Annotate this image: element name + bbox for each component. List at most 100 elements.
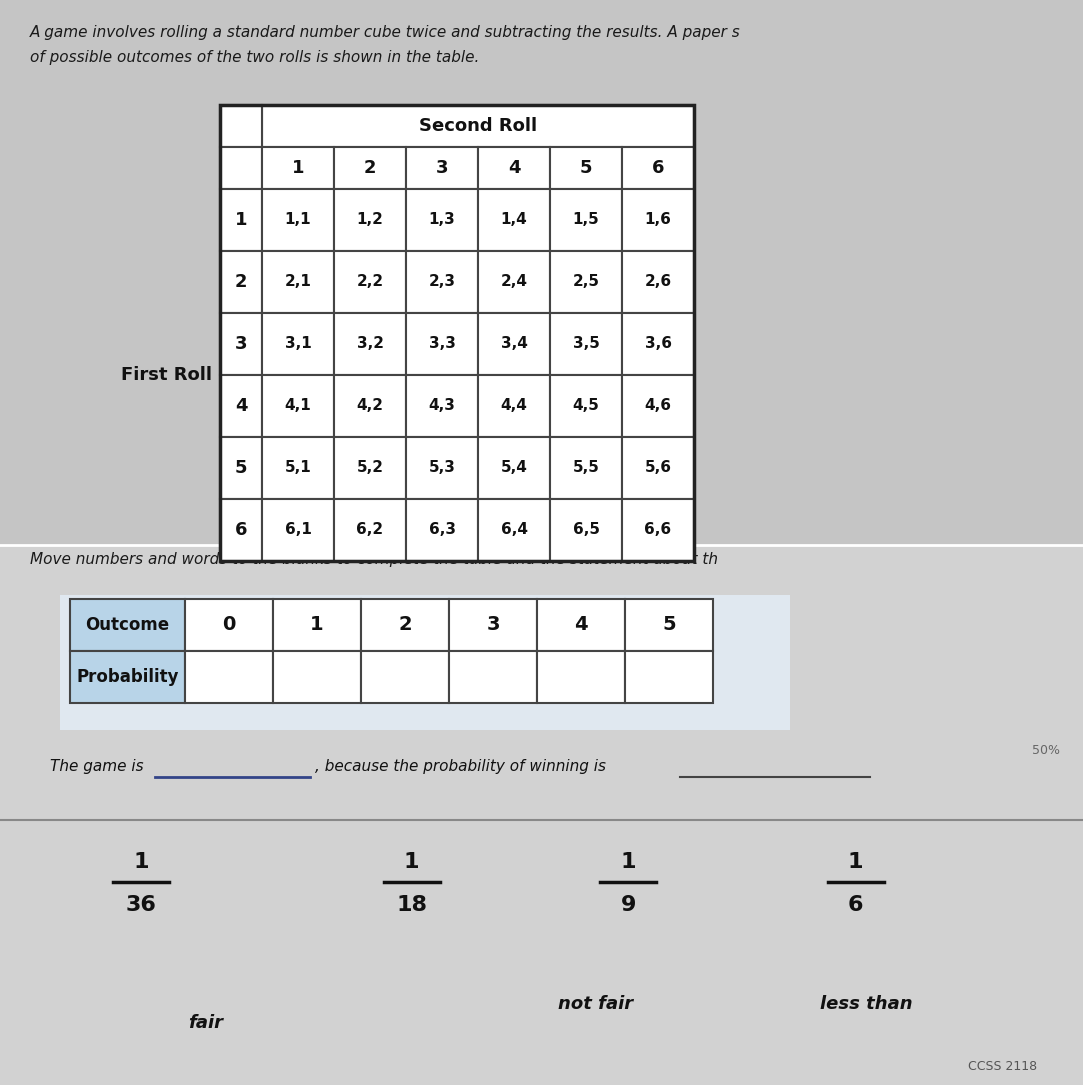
Text: 2,4: 2,4 [500, 275, 527, 290]
Text: 4,1: 4,1 [285, 398, 312, 413]
Text: , because the probability of winning is: , because the probability of winning is [315, 760, 606, 775]
Text: 1,1: 1,1 [285, 213, 311, 228]
Text: 3: 3 [235, 335, 247, 353]
Bar [625, 599, 713, 651]
Bar [550, 499, 622, 561]
Bar [262, 437, 334, 499]
Bar [262, 189, 334, 251]
Bar [622, 251, 694, 312]
Text: 4,2: 4,2 [356, 398, 383, 413]
Text: 1,2: 1,2 [356, 213, 383, 228]
Bar [220, 375, 262, 437]
Bar [0, 545, 1083, 1085]
Text: 4,3: 4,3 [429, 398, 456, 413]
Text: First Roll: First Roll [121, 366, 212, 384]
Text: 5,4: 5,4 [500, 460, 527, 475]
Text: 5,3: 5,3 [429, 460, 456, 475]
Bar [60, 595, 790, 730]
Text: 3,4: 3,4 [500, 336, 527, 352]
Text: 6,6: 6,6 [644, 523, 671, 537]
Bar [622, 499, 694, 561]
Bar [550, 375, 622, 437]
Bar [0, 0, 1083, 545]
Text: 1,5: 1,5 [573, 213, 599, 228]
Bar [550, 189, 622, 251]
Bar [406, 437, 478, 499]
Bar [334, 189, 406, 251]
Bar [622, 312, 694, 375]
Text: of possible outcomes of the two rolls is shown in the table.: of possible outcomes of the two rolls is… [30, 50, 480, 65]
Bar [262, 146, 334, 189]
Bar [550, 146, 622, 189]
Bar [220, 189, 262, 251]
Bar [220, 105, 694, 561]
Text: 1,3: 1,3 [429, 213, 455, 228]
Bar [406, 189, 478, 251]
Bar [550, 251, 622, 312]
Bar [478, 146, 550, 189]
Text: 2,1: 2,1 [285, 275, 312, 290]
Text: 1,4: 1,4 [500, 213, 527, 228]
Bar [406, 312, 478, 375]
Text: Probability: Probability [76, 668, 179, 686]
Text: 2: 2 [364, 159, 376, 177]
Text: 5,1: 5,1 [285, 460, 312, 475]
Bar [449, 599, 537, 651]
Text: 2,3: 2,3 [429, 275, 456, 290]
Bar [550, 437, 622, 499]
Bar [334, 437, 406, 499]
Bar [622, 375, 694, 437]
Bar [334, 312, 406, 375]
Text: 1: 1 [621, 852, 636, 872]
Bar [622, 146, 694, 189]
Text: 3: 3 [486, 615, 499, 635]
Bar [622, 437, 694, 499]
Bar [361, 651, 449, 703]
Bar [273, 651, 361, 703]
Bar [262, 251, 334, 312]
Text: 2: 2 [235, 273, 247, 291]
Bar [537, 651, 625, 703]
Text: 1,6: 1,6 [644, 213, 671, 228]
Text: fair: fair [188, 1014, 223, 1032]
Bar [406, 146, 478, 189]
Text: CCSS 2118: CCSS 2118 [968, 1060, 1038, 1073]
Text: 4,6: 4,6 [644, 398, 671, 413]
Bar [70, 651, 185, 703]
Text: 5,5: 5,5 [573, 460, 599, 475]
Bar [478, 312, 550, 375]
Text: 5: 5 [579, 159, 592, 177]
Bar [478, 375, 550, 437]
Text: 18: 18 [396, 895, 427, 915]
Bar [220, 105, 262, 146]
Bar [334, 251, 406, 312]
Text: 36: 36 [126, 895, 156, 915]
Text: 3,3: 3,3 [429, 336, 456, 352]
Bar [220, 146, 262, 189]
Text: Move numbers and words to the blanks to complete the table and the statement abo: Move numbers and words to the blanks to … [30, 552, 718, 567]
Text: 9: 9 [621, 895, 636, 915]
Bar [185, 599, 273, 651]
Bar [185, 651, 273, 703]
Text: 4,4: 4,4 [500, 398, 527, 413]
Text: 4,5: 4,5 [573, 398, 599, 413]
Text: 6,5: 6,5 [573, 523, 600, 537]
Bar [262, 312, 334, 375]
Bar [622, 189, 694, 251]
Text: 3,5: 3,5 [573, 336, 599, 352]
Text: 4: 4 [574, 615, 588, 635]
Text: 1: 1 [291, 159, 304, 177]
Bar [262, 375, 334, 437]
Text: 3: 3 [435, 159, 448, 177]
Bar [478, 499, 550, 561]
Bar [625, 651, 713, 703]
Text: The game is: The game is [50, 760, 144, 775]
Text: 5: 5 [662, 615, 676, 635]
Bar [361, 599, 449, 651]
Text: less than: less than [820, 995, 913, 1012]
Text: 6,3: 6,3 [429, 523, 456, 537]
Text: 6: 6 [235, 521, 247, 539]
Text: 6,1: 6,1 [285, 523, 312, 537]
Text: 1: 1 [133, 852, 148, 872]
Bar [406, 251, 478, 312]
